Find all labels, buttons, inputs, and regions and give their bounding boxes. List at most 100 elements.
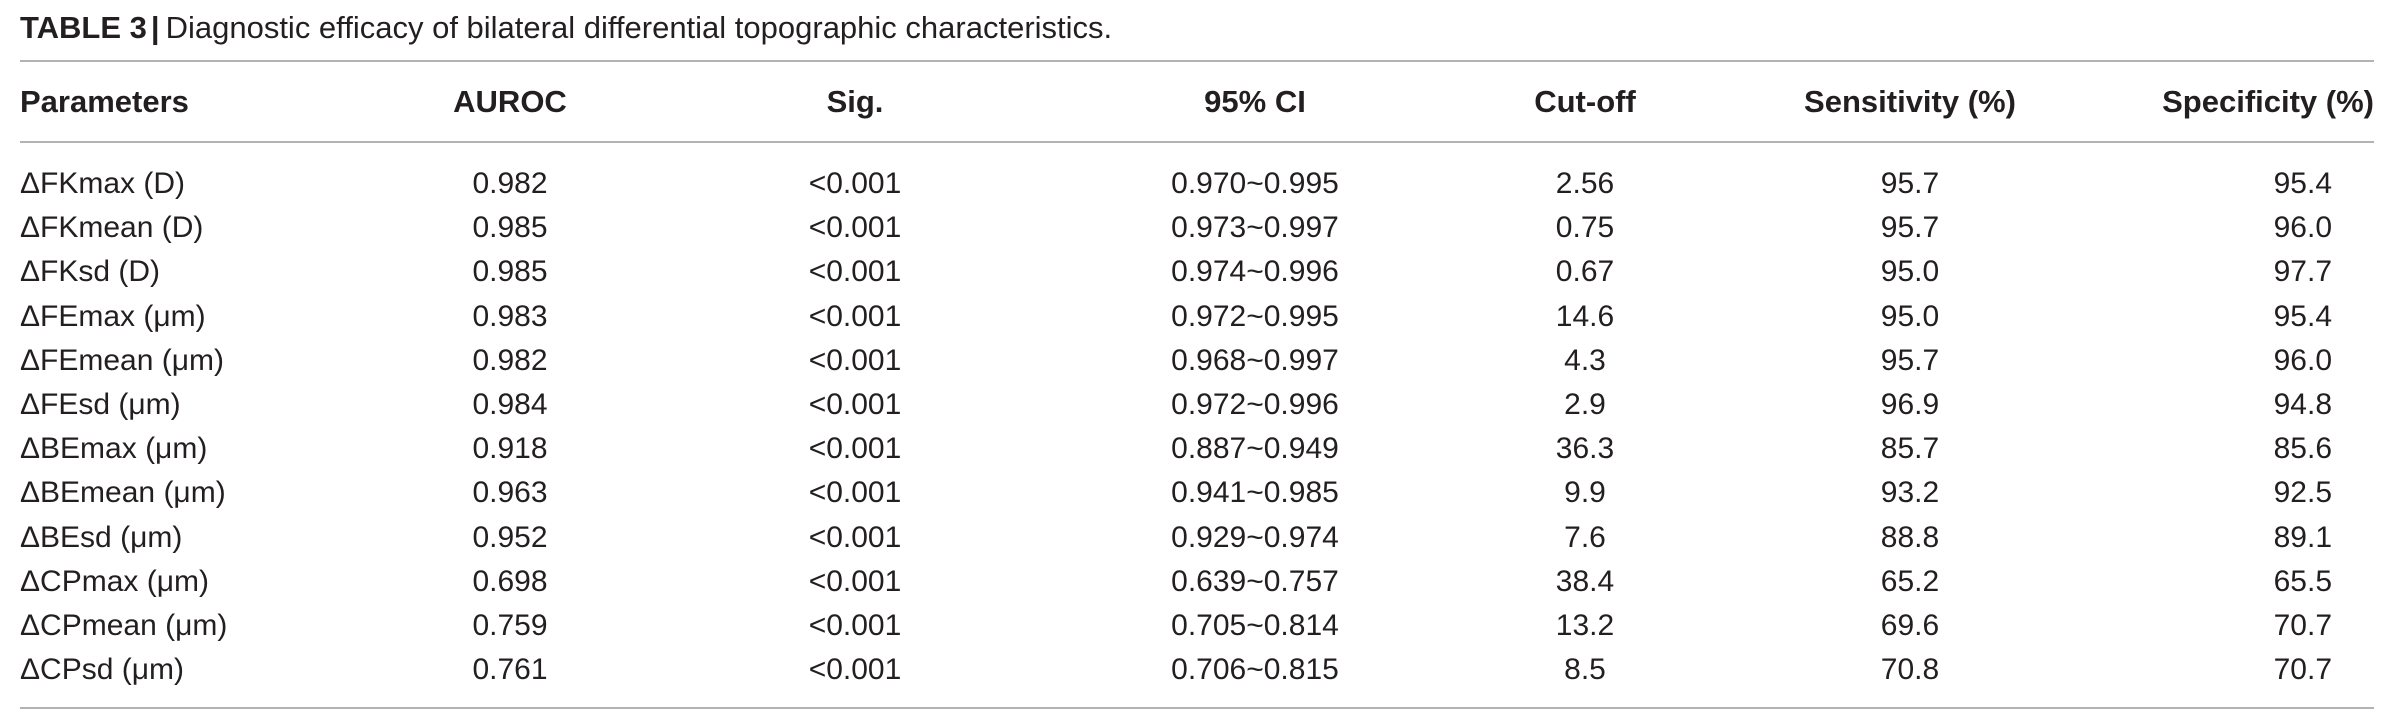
- cell-cutoff: 0.75: [1555, 211, 1615, 245]
- cell-ci: 0.973~0.997: [1171, 211, 1339, 245]
- table-row: ΔFKsd (D) 0.985 <0.001 0.974~0.996 0.67 95.0 9…: [20, 250, 2374, 294]
- cell-specificity: 95.4: [2273, 299, 2332, 333]
- header-ci: 95% CI: [1204, 84, 1306, 119]
- cell-specificity: 94.8: [2273, 388, 2332, 422]
- cell-sig: <0.001: [808, 564, 902, 598]
- cell-sensitivity: 69.6: [1880, 608, 1940, 642]
- header-auroc: AUROC: [453, 84, 567, 119]
- cell-parameter: ΔBEmax (μm): [20, 432, 208, 466]
- cell-sig: <0.001: [808, 299, 902, 333]
- cell-ci: 0.970~0.995: [1171, 167, 1339, 201]
- cell-parameter: ΔBEmean (μm): [20, 476, 226, 510]
- cell-parameter: ΔFKmax (D): [20, 167, 186, 201]
- cell-sig: <0.001: [808, 211, 902, 245]
- cell-specificity: 96.0: [2273, 211, 2332, 245]
- cell-sensitivity: 70.8: [1880, 653, 1940, 687]
- cell-cutoff: 14.6: [1555, 299, 1615, 333]
- cell-sensitivity: 93.2: [1880, 476, 1940, 510]
- table-caption: TABLE 3 | Diagnostic efficacy of bilateral…: [20, 6, 1112, 50]
- header-sensitivity: Sensitivity (%): [1804, 84, 2016, 119]
- cell-auroc: 0.761: [472, 653, 548, 687]
- header-cutoff: Cut-off: [1534, 84, 1636, 119]
- table-row: ΔFKmean (D) 0.985 <0.001 0.973~0.997 0.75 95.…: [20, 206, 2374, 250]
- cell-cutoff: 7.6: [1564, 520, 1606, 554]
- cell-sig: <0.001: [808, 432, 902, 466]
- cell-auroc: 0.983: [472, 299, 548, 333]
- cell-parameter: ΔCPmean (μm): [20, 608, 228, 642]
- table-row: ΔFKmax (D) 0.982 <0.001 0.970~0.995 2.56 95.7…: [20, 162, 2374, 206]
- bottom-rule: [20, 707, 2374, 709]
- cell-ci: 0.941~0.985: [1171, 476, 1339, 510]
- table-label: TABLE 3: [20, 10, 147, 45]
- cell-ci: 0.705~0.814: [1171, 608, 1339, 642]
- cell-sensitivity: 96.9: [1880, 388, 1940, 422]
- header-row: Parameters AUROC Sig. 95% CI Cut-off Sen…: [20, 75, 2374, 129]
- cell-sig: <0.001: [808, 388, 902, 422]
- cell-ci: 0.968~0.997: [1171, 343, 1339, 377]
- cell-parameter: ΔBEsd (μm): [20, 520, 183, 554]
- cell-cutoff: 9.9: [1564, 476, 1606, 510]
- cell-specificity: 95.4: [2273, 167, 2332, 201]
- cell-sig: <0.001: [808, 167, 902, 201]
- cell-auroc: 0.985: [472, 255, 548, 289]
- cell-specificity: 70.7: [2273, 653, 2332, 687]
- cell-sensitivity: 85.7: [1880, 432, 1940, 466]
- cell-specificity: 65.5: [2273, 564, 2332, 598]
- cell-auroc: 0.952: [472, 520, 548, 554]
- cell-auroc: 0.698: [472, 564, 548, 598]
- cell-auroc: 0.982: [472, 167, 548, 201]
- header-sig: Sig.: [826, 84, 884, 119]
- cell-specificity: 96.0: [2273, 343, 2332, 377]
- cell-cutoff: 38.4: [1555, 564, 1615, 598]
- cell-ci: 0.639~0.757: [1171, 564, 1339, 598]
- cell-sig: <0.001: [808, 343, 902, 377]
- cell-cutoff: 2.56: [1555, 167, 1615, 201]
- cell-ci: 0.887~0.949: [1171, 432, 1339, 466]
- table-row: ΔBEmax (μm) 0.918 <0.001 0.887~0.949 36.3 85.…: [20, 427, 2374, 471]
- cell-parameter: ΔFEsd (μm): [20, 388, 181, 422]
- cell-sensitivity: 88.8: [1880, 520, 1940, 554]
- cell-sensitivity: 95.7: [1880, 343, 1940, 377]
- cell-specificity: 97.7: [2273, 255, 2332, 289]
- table-row: ΔBEmean (μm) 0.963 <0.001 0.941~0.985 9.9 93.…: [20, 471, 2374, 515]
- cell-cutoff: 2.9: [1564, 388, 1606, 422]
- table-body: ΔFKmax (D) 0.982 <0.001 0.970~0.995 2.56 95.7…: [20, 162, 2374, 692]
- cell-ci: 0.972~0.995: [1171, 299, 1339, 333]
- cell-parameter: ΔCPsd (μm): [20, 653, 184, 687]
- cell-parameter: ΔFEmax (μm): [20, 299, 206, 333]
- cell-cutoff: 36.3: [1555, 432, 1615, 466]
- header-parameters: Parameters: [20, 84, 189, 119]
- table-row: ΔCPsd (μm) 0.761 <0.001 0.706~0.815 8.5 70.8 7…: [20, 648, 2374, 692]
- table-row: ΔFEmean (μm) 0.982 <0.001 0.968~0.997 4.3 95.…: [20, 339, 2374, 383]
- cell-sig: <0.001: [808, 653, 902, 687]
- cell-cutoff: 13.2: [1555, 608, 1615, 642]
- cell-ci: 0.929~0.974: [1171, 520, 1339, 554]
- cell-sig: <0.001: [808, 476, 902, 510]
- cell-parameter: ΔFEmean (μm): [20, 343, 225, 377]
- cell-auroc: 0.982: [472, 343, 548, 377]
- table-row: ΔCPmax (μm) 0.698 <0.001 0.639~0.757 38.4 65.…: [20, 560, 2374, 604]
- cell-sig: <0.001: [808, 608, 902, 642]
- cell-auroc: 0.759: [472, 608, 548, 642]
- cell-parameter: ΔFKmean (D): [20, 211, 204, 245]
- cell-cutoff: 4.3: [1564, 343, 1606, 377]
- cell-ci: 0.974~0.996: [1171, 255, 1339, 289]
- header-rule: [20, 141, 2374, 143]
- cell-ci: 0.972~0.996: [1171, 388, 1339, 422]
- cell-auroc: 0.984: [472, 388, 548, 422]
- cell-sensitivity: 95.0: [1880, 299, 1940, 333]
- cell-specificity: 89.1: [2273, 520, 2332, 554]
- table-row: ΔCPmean (μm) 0.759 <0.001 0.705~0.814 13.2 69…: [20, 604, 2374, 648]
- data-table: ΔFKmax (D) 0.982 <0.001 0.970~0.995 2.56 95.7…: [20, 162, 2374, 692]
- table-row: ΔFEsd (μm) 0.984 <0.001 0.972~0.996 2.9 96.9 9…: [20, 383, 2374, 427]
- cell-sensitivity: 95.7: [1880, 211, 1940, 245]
- caption-separator: |: [150, 10, 160, 45]
- header-specificity: Specificity (%): [2162, 84, 2374, 119]
- table-header: Parameters AUROC Sig. 95% CI Cut-off Sen…: [20, 75, 2374, 129]
- cell-sensitivity: 95.0: [1880, 255, 1940, 289]
- table-row: ΔBEsd (μm) 0.952 <0.001 0.929~0.974 7.6 88.8 8…: [20, 516, 2374, 560]
- cell-ci: 0.706~0.815: [1171, 653, 1339, 687]
- cell-sensitivity: 95.7: [1880, 167, 1940, 201]
- cell-parameter: ΔFKsd (D): [20, 255, 161, 289]
- caption-text: Diagnostic efficacy of bilateral differe…: [165, 10, 1113, 45]
